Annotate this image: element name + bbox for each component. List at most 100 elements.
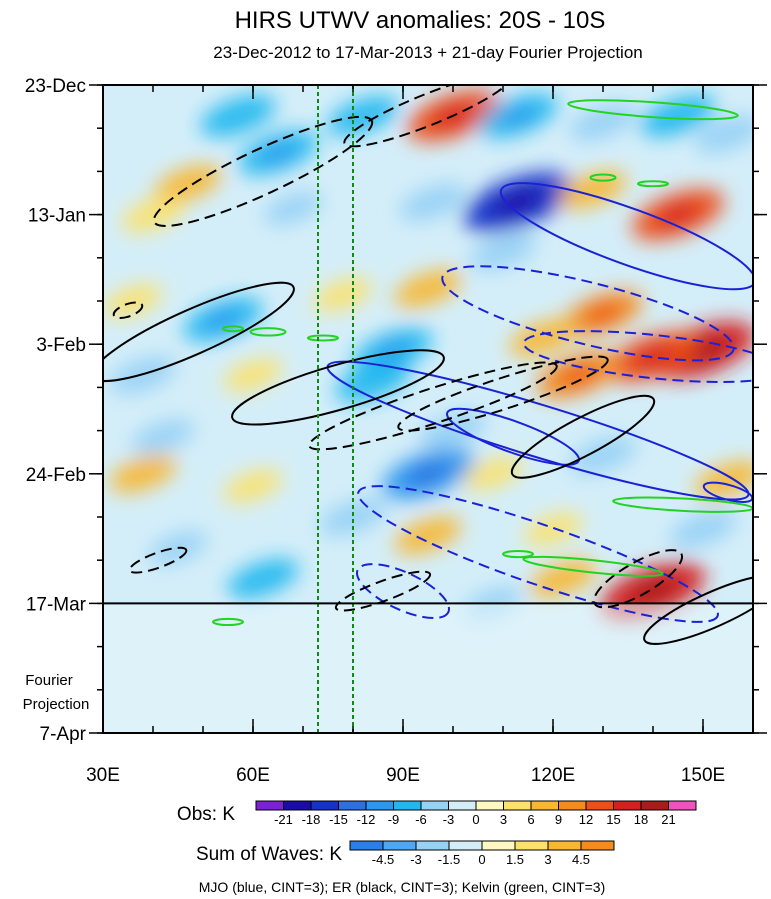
anomaly-blob [227, 558, 299, 599]
anomaly-blob-core [585, 303, 621, 324]
plot-frame [102, 84, 754, 734]
colorbar-swatch [365, 800, 394, 811]
anomaly-blob [394, 269, 462, 308]
anomaly-blob [569, 436, 637, 475]
wave-contour-mjo [357, 485, 719, 623]
x-tick-label: 30E [86, 765, 120, 786]
colorbar-level-label: 0 [478, 852, 485, 867]
x-tick-label: 90E [386, 765, 420, 786]
anomaly-blob [223, 469, 283, 503]
wave-contour-er [397, 355, 609, 432]
wave-contour-kelvin [212, 617, 244, 627]
colorbar-swatch [547, 840, 582, 851]
colorbar-swatch [255, 800, 284, 811]
colorbar-level-label: 1.5 [506, 852, 524, 867]
wave-contour-kelvin [589, 173, 617, 182]
anomaly-blob [399, 183, 467, 222]
colorbar-swatch [481, 840, 516, 851]
anomaly-blob [200, 94, 276, 137]
wave-contour-mjo [499, 182, 753, 291]
anomaly-blob [154, 164, 222, 203]
anomaly-blob-core [493, 188, 543, 216]
wave-contour-kelvin [307, 334, 339, 342]
colorbar-level-label: 3 [544, 852, 551, 867]
colorbar-level-label: 21 [661, 812, 675, 827]
wave-contour-er [152, 115, 374, 227]
colorbar-level-label: 6 [527, 812, 534, 827]
anomaly-blob-core [375, 340, 411, 361]
wave-contour-er [643, 574, 753, 645]
y-tick-label: 24-Feb [26, 465, 86, 486]
colorbar-level-label: -21 [274, 812, 293, 827]
wave-contour-er [334, 570, 432, 612]
x-tick-label: 120E [531, 765, 575, 786]
colorbar-swatch [514, 840, 549, 851]
anomaly-blob [263, 191, 323, 225]
anomaly-blob [313, 278, 373, 312]
wave-contour-er [308, 361, 558, 451]
colorbar-swatch [613, 800, 642, 811]
chart-subtitle: 23-Dec-2012 to 17-Mar-2013 + 21-day Four… [213, 43, 642, 62]
anomaly-blob [394, 516, 462, 555]
anomaly-blob [223, 358, 283, 392]
anomaly-blob-core [559, 364, 597, 386]
waves-colorbar: -4.5 -3 -1.5 0 1.5 3 4.5 [349, 840, 615, 867]
colorbar-level-label: -15 [329, 812, 348, 827]
wave-legend-text: MJO (blue, CINT=3); ER (black, CINT=3); … [199, 879, 606, 895]
waves-colorbar-label: Sum of Waves: K [196, 844, 342, 865]
colorbar-swatch [283, 800, 312, 811]
anomaly-blob-core [407, 462, 449, 486]
anomaly-blob [569, 103, 637, 141]
colorbar-swatch [475, 800, 504, 811]
colorbar-level-label: 12 [579, 812, 593, 827]
projection-label-line1: Fourier [25, 672, 73, 689]
y-tick-label: 3-Feb [36, 335, 86, 356]
x-tick-label: 150E [681, 765, 725, 786]
plot-area [103, 85, 753, 733]
anomaly-blob-core [205, 309, 241, 330]
obs-colorbar-label: Obs: K [177, 804, 235, 825]
colorbar-level-label: -6 [415, 812, 427, 827]
anomaly-blob [640, 94, 716, 137]
anomaly-blob [335, 360, 411, 403]
wave-contour-kelvin [637, 180, 669, 188]
colorbar-swatch [530, 800, 559, 811]
wave-contour-er [510, 394, 656, 479]
anomaly-blob [121, 196, 185, 233]
wave-contour-er [343, 85, 513, 148]
colorbar-swatch [420, 800, 449, 811]
colorbar-level-label: 3 [500, 812, 507, 827]
wave-contour-er [103, 281, 295, 382]
wave-contour-mjo [441, 265, 735, 362]
anomaly-blob-core [657, 203, 699, 227]
colorbar-level-label: -3 [443, 812, 455, 827]
anomaly-blob [131, 419, 195, 455]
colorbar-swatch [349, 840, 384, 851]
anomaly-blob [469, 232, 537, 271]
colorbar-swatch [558, 800, 587, 811]
colorbar-swatch [310, 800, 339, 811]
anomaly-blob [669, 510, 737, 549]
colorbar-level-label: -12 [357, 812, 376, 827]
wave-contour-kelvin [249, 327, 287, 337]
anomaly-blob [694, 115, 753, 154]
anomaly-blob [319, 498, 387, 536]
projection-shade [103, 603, 753, 733]
y-tick-label: 23-Dec [25, 76, 86, 97]
projection-label-line2: Projection [23, 696, 90, 713]
anomaly-blob [109, 454, 177, 493]
colorbar-level-label: 9 [555, 812, 562, 827]
chart-title: HIRS UTWV anomalies: 20S - 10S [235, 7, 606, 34]
colorbar-swatch [668, 800, 697, 811]
colorbar-swatch [640, 800, 669, 811]
colorbar-swatch [415, 840, 450, 851]
colorbar-level-label: -3 [410, 852, 422, 867]
anomaly-blob [523, 512, 583, 546]
anomaly-blob-core [260, 142, 296, 163]
colorbar-level-label: 0 [472, 812, 479, 827]
colorbar-level-label: -4.5 [372, 852, 394, 867]
x-tick-label: 60E [236, 765, 270, 786]
obs-colorbar: -21 -18 -15 -12 -9 -6 -3 0 3 6 9 12 15 18 21 [255, 800, 697, 827]
colorbar-level-label: -1.5 [438, 852, 460, 867]
